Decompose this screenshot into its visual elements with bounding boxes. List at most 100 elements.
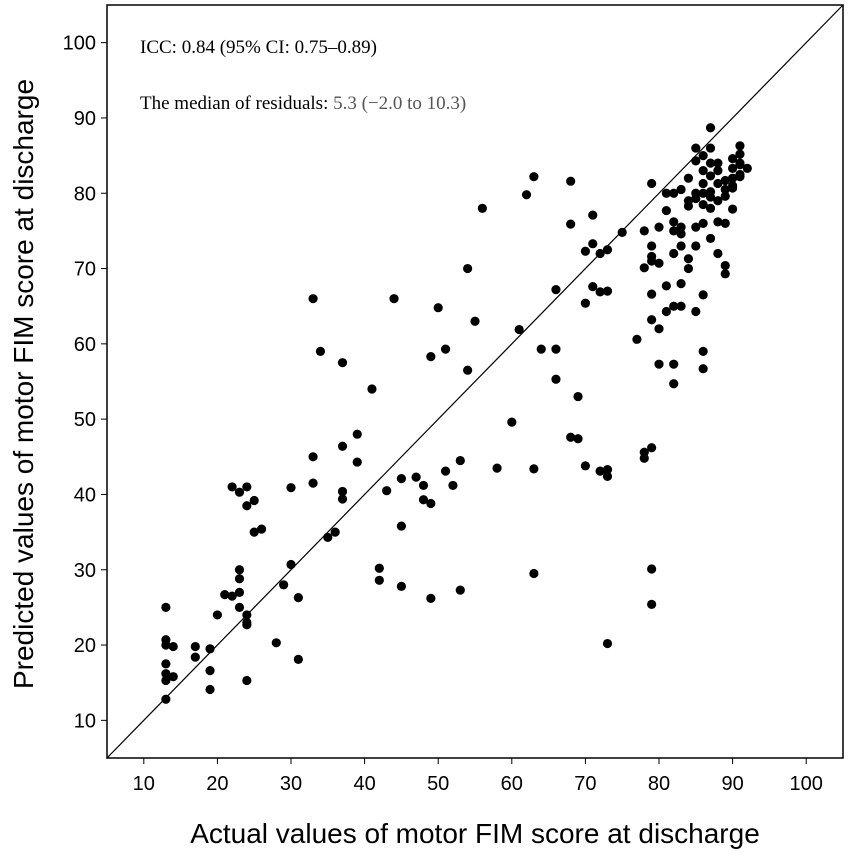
data-point [463, 263, 473, 274]
data-point [256, 524, 267, 534]
data-point [580, 298, 591, 308]
y-tick-label: 80 [74, 183, 96, 205]
data-point [654, 324, 664, 334]
data-point [426, 498, 436, 509]
data-point [315, 346, 326, 356]
data-point [352, 429, 362, 439]
data-point [374, 575, 384, 585]
median-residuals-annotation: The median of residuals: 5.3 (−2.0 to 10… [140, 93, 466, 114]
data-point [529, 172, 539, 182]
data-point [190, 652, 200, 662]
data-point [647, 178, 657, 189]
x-tick-label: 50 [427, 773, 449, 795]
data-point [661, 205, 671, 216]
data-point [698, 151, 708, 161]
data-point [205, 644, 215, 654]
data-point [440, 344, 451, 354]
data-point [286, 559, 296, 570]
data-point [691, 306, 701, 317]
data-point [691, 241, 701, 251]
data-point [161, 694, 171, 704]
data-point [161, 640, 171, 650]
data-point [293, 593, 303, 603]
x-tick-label: 20 [206, 773, 228, 795]
data-point [728, 154, 738, 164]
data-point [676, 229, 686, 239]
data-point [573, 391, 583, 402]
data-point [728, 173, 738, 183]
x-tick-label: 30 [280, 773, 302, 795]
data-point [367, 384, 377, 394]
data-point [669, 226, 679, 236]
data-point [529, 568, 539, 579]
data-point [698, 290, 708, 300]
data-point [661, 281, 671, 291]
data-point [242, 675, 252, 686]
data-point [470, 316, 480, 326]
data-point [330, 527, 340, 537]
data-point [639, 263, 649, 273]
x-tick-label: 80 [648, 773, 670, 795]
data-point [411, 472, 421, 482]
data-point [161, 602, 171, 613]
identity-reference-line [106, 4, 844, 759]
data-point [698, 199, 708, 210]
y-tick-label: 30 [74, 560, 96, 582]
data-point [190, 641, 200, 652]
data-point [602, 465, 613, 475]
data-point [720, 191, 730, 201]
data-point [705, 192, 716, 202]
data-point [713, 217, 723, 227]
data-point [735, 169, 745, 180]
data-point [455, 455, 465, 466]
data-point [602, 638, 613, 649]
data-point [205, 666, 215, 676]
data-point [602, 286, 613, 296]
data-point [735, 149, 745, 159]
data-point [249, 495, 259, 506]
data-point [234, 487, 245, 497]
data-point [293, 654, 303, 664]
data-point [168, 672, 178, 682]
data-point [227, 482, 237, 492]
data-point [396, 474, 406, 484]
data-point [632, 334, 642, 344]
data-point [713, 196, 723, 206]
data-point [683, 263, 694, 274]
data-point [654, 359, 664, 369]
data-point [227, 591, 237, 601]
data-point [337, 494, 348, 504]
data-point [647, 241, 657, 251]
y-tick-label: 20 [74, 635, 96, 657]
data-point [676, 279, 686, 289]
data-point [647, 289, 657, 299]
data-point [720, 184, 730, 195]
data-point [220, 589, 230, 600]
data-point [676, 222, 686, 232]
x-axis-ticks: 10 20 30 40 50 60 70 80 90 100 [133, 758, 823, 795]
data-point [705, 171, 716, 181]
data-point [705, 123, 716, 133]
data-point [595, 248, 605, 259]
icc-annotation: ICC: 0.84 (95% CI: 0.75–0.89) [140, 37, 377, 58]
data-point [647, 564, 657, 574]
data-point [691, 222, 701, 232]
data-point [212, 610, 222, 620]
data-point [639, 453, 649, 463]
data-point [705, 203, 716, 213]
data-point [669, 301, 679, 311]
data-point [337, 441, 348, 451]
data-point [588, 239, 598, 249]
data-point [566, 219, 576, 229]
data-point [396, 581, 406, 591]
data-points [161, 123, 752, 704]
data-point [529, 464, 539, 474]
data-point [602, 471, 613, 481]
data-point [647, 256, 657, 266]
data-point [337, 486, 348, 497]
data-point [477, 203, 487, 213]
data-point [595, 287, 605, 297]
x-tick-label: 60 [501, 773, 523, 795]
data-point [683, 201, 694, 211]
data-point [639, 226, 649, 236]
